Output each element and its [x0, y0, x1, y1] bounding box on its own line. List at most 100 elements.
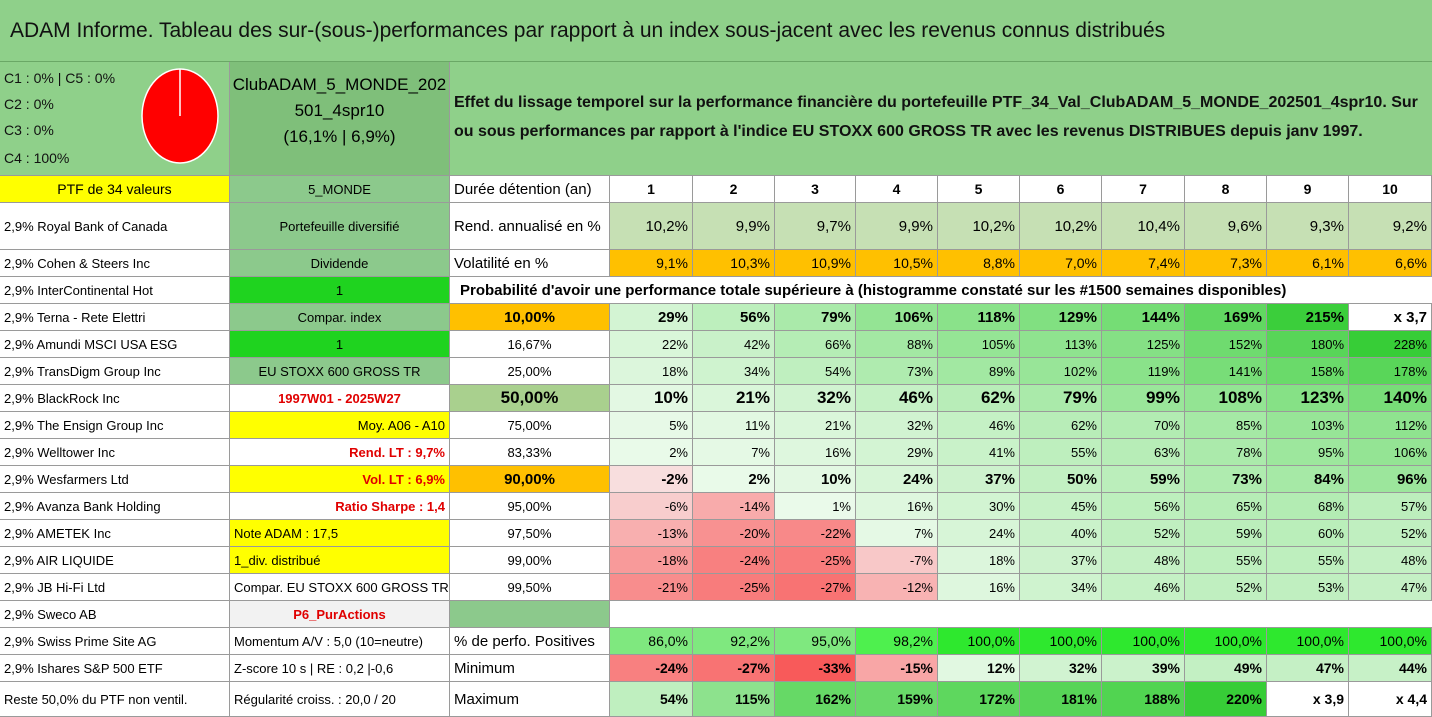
probability-value: 66%	[775, 331, 856, 358]
year-header: 1	[610, 176, 693, 203]
probability-value: 62%	[1020, 412, 1102, 439]
allocation-c4: C4 : 100%	[4, 150, 70, 166]
allocation-c2: C2 : 0%	[4, 96, 54, 112]
probability-value: 7%	[856, 520, 938, 547]
info-row: 1_div. distribué	[230, 547, 450, 574]
effect-line1: Effet du lissage temporel sur la perform…	[454, 94, 1418, 111]
probability-value: 85%	[1185, 412, 1267, 439]
probability-quantile: 95,00%	[450, 493, 610, 520]
probability-value: 55%	[1267, 547, 1349, 574]
probability-value: 84%	[1267, 466, 1349, 493]
probability-value: -18%	[610, 547, 693, 574]
probability-value: 24%	[856, 466, 938, 493]
volatility-value: 10,3%	[693, 250, 775, 277]
probability-value: 119%	[1102, 358, 1185, 385]
volatility-value: 10,5%	[856, 250, 938, 277]
probability-value: 52%	[1349, 520, 1432, 547]
probability-value: 88%	[856, 331, 938, 358]
minimum-value: 32%	[1020, 655, 1102, 682]
probability-value: 112%	[1349, 412, 1432, 439]
probability-value: -22%	[775, 520, 856, 547]
blank-row	[610, 601, 1432, 628]
holding-row: 2,9% Cohen & Steers Inc	[0, 250, 230, 277]
allocation-pie-chart	[141, 68, 219, 164]
probability-value: 59%	[1102, 466, 1185, 493]
probability-value: 21%	[775, 412, 856, 439]
probability-value: 105%	[938, 331, 1020, 358]
info-row: 1	[230, 331, 450, 358]
annual-return-value: 9,3%	[1267, 203, 1349, 250]
probability-value: 18%	[610, 358, 693, 385]
allocation-panel: C1 : 0% | C5 : 0% C2 : 0% C3 : 0% C4 : 1…	[0, 62, 230, 176]
probability-value: -25%	[693, 574, 775, 601]
probability-value: 118%	[938, 304, 1020, 331]
maximum-value: x 3,9	[1267, 682, 1349, 717]
annual-return-value: 10,2%	[610, 203, 693, 250]
probability-value: -12%	[856, 574, 938, 601]
holding-period-label: Durée détention (an)	[450, 176, 610, 203]
probability-value: 53%	[1267, 574, 1349, 601]
probability-value: 152%	[1185, 331, 1267, 358]
probability-value: 56%	[1102, 493, 1185, 520]
probability-value: 10%	[610, 385, 693, 412]
annual-return-value: 9,2%	[1349, 203, 1432, 250]
probability-value: 60%	[1267, 520, 1349, 547]
year-header: 2	[693, 176, 775, 203]
probability-value: -27%	[775, 574, 856, 601]
positive-perf-value: 98,2%	[856, 628, 938, 655]
allocation-c3: C3 : 0%	[4, 122, 54, 138]
club-portfolio-name: ClubADAM_5_MONDE_202 501_4spr10 (16,1% |…	[230, 62, 450, 176]
info-row: Compar. index	[230, 304, 450, 331]
positive-perf-label: % de perfo. Positives	[450, 628, 610, 655]
volatility-value: 8,8%	[938, 250, 1020, 277]
probability-value: -21%	[610, 574, 693, 601]
probability-quantile: 90,00%	[450, 466, 610, 493]
probability-value: 16%	[856, 493, 938, 520]
maximum-label: Maximum	[450, 682, 610, 717]
probability-quantile: 10,00%	[450, 304, 610, 331]
info-row: Vol. LT : 6,9%	[230, 466, 450, 493]
info-row: P6_PurActions	[230, 601, 450, 628]
probability-value: 108%	[1185, 385, 1267, 412]
probability-value: 103%	[1267, 412, 1349, 439]
club-name-line1: ClubADAM_5_MONDE_202	[232, 75, 447, 94]
info-row: Portefeuille diversifié	[230, 203, 450, 250]
probability-value: 46%	[856, 385, 938, 412]
club-name-line2: 501_4spr10	[294, 101, 385, 120]
holding-row: 2,9% Welltower Inc	[0, 439, 230, 466]
volatility-value: 7,4%	[1102, 250, 1185, 277]
probability-value: 96%	[1349, 466, 1432, 493]
probability-value: 48%	[1349, 547, 1432, 574]
probability-quantile: 97,50%	[450, 520, 610, 547]
maximum-value: x 4,4	[1349, 682, 1432, 717]
volatility-value: 9,1%	[610, 250, 693, 277]
volatility-value: 7,0%	[1020, 250, 1102, 277]
year-header: 4	[856, 176, 938, 203]
probability-value: 228%	[1349, 331, 1432, 358]
probability-value: 2%	[693, 466, 775, 493]
year-header: 5	[938, 176, 1020, 203]
probability-value: -20%	[693, 520, 775, 547]
probability-value: 57%	[1349, 493, 1432, 520]
holding-row: 2,9% Swiss Prime Site AG	[0, 628, 230, 655]
probability-value: 1%	[775, 493, 856, 520]
holding-row: 2,9% Ishares S&P 500 ETF	[0, 655, 230, 682]
annual-return-value: 9,6%	[1185, 203, 1267, 250]
maximum-value: 181%	[1020, 682, 1102, 717]
volatility-label: Volatilité en %	[450, 250, 610, 277]
positive-perf-value: 92,2%	[693, 628, 775, 655]
holding-row: 2,9% Sweco AB	[0, 601, 230, 628]
probability-value: 99%	[1102, 385, 1185, 412]
positive-perf-value: 86,0%	[610, 628, 693, 655]
probability-value: 169%	[1185, 304, 1267, 331]
minimum-value: 47%	[1267, 655, 1349, 682]
probability-value: 180%	[1267, 331, 1349, 358]
probability-value: 123%	[1267, 385, 1349, 412]
probability-value: 22%	[610, 331, 693, 358]
probability-value: 113%	[1020, 331, 1102, 358]
probability-value: 78%	[1185, 439, 1267, 466]
probability-value: 16%	[938, 574, 1020, 601]
probability-quantile: 50,00%	[450, 385, 610, 412]
holding-row: 2,9% Avanza Bank Holding	[0, 493, 230, 520]
positive-perf-value: 100,0%	[1349, 628, 1432, 655]
